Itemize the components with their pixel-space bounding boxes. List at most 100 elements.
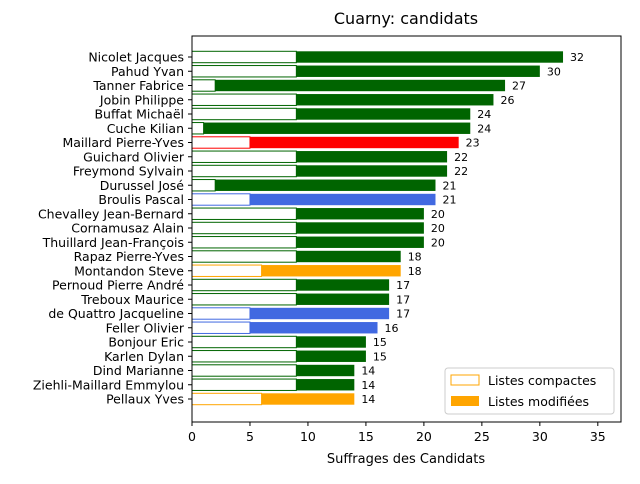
x-tick-label: 0 (188, 429, 196, 444)
value-label: 23 (466, 137, 480, 150)
value-label: 18 (408, 251, 422, 264)
value-label: 20 (431, 236, 445, 249)
bar-compact (191, 250, 297, 263)
x-tick-label: 20 (416, 429, 432, 444)
bar-compact (191, 93, 297, 106)
bar-compact (191, 350, 297, 363)
value-label: 21 (442, 179, 456, 192)
category-label: Karlen Dylan (104, 349, 184, 364)
value-label: 14 (361, 393, 375, 406)
bar-compact (191, 107, 297, 121)
bar-modified (192, 179, 436, 191)
bar-modified (192, 51, 564, 63)
category-label: Thuillard Jean-François (42, 235, 184, 250)
bar-compact (191, 150, 297, 163)
bar-compact (191, 136, 251, 149)
bar-compact (191, 221, 297, 235)
legend: Listes compactes Listes modifiées (444, 367, 615, 415)
category-label: Cuche Kilian (107, 121, 184, 136)
category-label: Ziehli-Maillard Emmylou (33, 377, 184, 392)
category-label: Guichard Olivier (83, 149, 185, 164)
category-label: Maillard Pierre-Yves (62, 135, 184, 150)
axes-frame (191, 35, 622, 423)
category-label: Chevalley Jean-Bernard (38, 206, 184, 221)
value-label: 27 (512, 80, 526, 93)
value-label: 17 (396, 279, 410, 292)
bar-compact (191, 179, 216, 192)
value-label: 18 (408, 265, 422, 278)
bar-modified (192, 307, 390, 320)
value-label: 26 (500, 94, 514, 107)
category-label: Montandon Steve (74, 263, 184, 278)
value-label: 14 (361, 365, 375, 378)
bar-compact (191, 293, 297, 306)
bar-compact (191, 321, 251, 334)
x-tick-label: 35 (590, 429, 606, 444)
category-label: Dind Marianne (93, 363, 184, 378)
bar-compact (191, 264, 263, 277)
bar-modified (192, 79, 506, 92)
category-label: Nicolet Jacques (88, 50, 184, 65)
category-label: Durussel José (100, 178, 185, 193)
bar-compact (191, 193, 251, 206)
category-label: Pernoud Pierre André (52, 278, 184, 293)
bar-compact (191, 278, 297, 292)
value-label: 16 (385, 322, 399, 335)
value-label: 22 (454, 165, 468, 178)
category-label: Freymond Sylvain (73, 164, 184, 179)
legend-swatch-modified (451, 396, 479, 406)
value-label: 24 (477, 108, 491, 121)
legend-label-modified: Listes modifiées (488, 394, 589, 409)
bar-modified (192, 65, 540, 77)
bar-compact (191, 364, 297, 377)
bar-compact (191, 207, 297, 220)
plot-area: 32 Nicolet Jacques 30 Pahud Yvan 27 Tanner Fa… (33, 35, 622, 444)
x-tick-label: 10 (300, 429, 316, 444)
category-label: Bonjour Eric (108, 335, 184, 350)
value-label: 17 (396, 293, 410, 306)
category-label: Jobin Philippe (99, 92, 184, 107)
value-label: 20 (431, 222, 445, 235)
bar-modified (192, 151, 448, 163)
x-tick-label: 30 (532, 429, 548, 444)
bar-modified (192, 108, 471, 120)
x-tick-label: 5 (246, 429, 254, 444)
value-label: 32 (570, 51, 584, 64)
bar-compact (191, 236, 297, 249)
value-label: 24 (477, 122, 491, 135)
value-label: 21 (442, 194, 456, 207)
bar-modified (192, 236, 424, 248)
category-label: Broulis Pascal (98, 192, 184, 207)
bar-modified (192, 208, 424, 220)
bar-modified (192, 122, 471, 134)
category-label: Tanner Fabrice (92, 78, 184, 93)
category-label: de Quattro Jacqueline (48, 306, 184, 321)
legend-swatch-compact (450, 374, 480, 386)
value-label: 17 (396, 308, 410, 321)
bar-compact (191, 65, 297, 78)
value-label: 14 (361, 379, 375, 392)
legend-label-compact: Listes compactes (488, 373, 596, 388)
bar-compact (191, 335, 297, 349)
value-label: 15 (373, 350, 387, 363)
bar-compact (191, 164, 297, 178)
value-label: 30 (547, 65, 561, 78)
bar-modified (192, 265, 401, 277)
bar-modified (192, 393, 355, 405)
category-label: Treboux Maurice (80, 292, 184, 307)
bar-modified (192, 94, 494, 106)
category-label: Pellaux Yves (106, 392, 184, 407)
bar-modified (192, 322, 378, 334)
bar-compact (191, 392, 263, 406)
bar-compact (191, 378, 297, 391)
bar-compact (191, 122, 205, 135)
bar-compact (191, 79, 216, 92)
x-tick-label: 15 (358, 429, 374, 444)
bar-modified (192, 165, 448, 177)
x-axis-label: Suffrages des Candidats (327, 452, 486, 467)
bar-compact (191, 307, 251, 320)
chart-title: Cuarny: candidats (334, 9, 478, 28)
bar-modified (192, 136, 459, 149)
